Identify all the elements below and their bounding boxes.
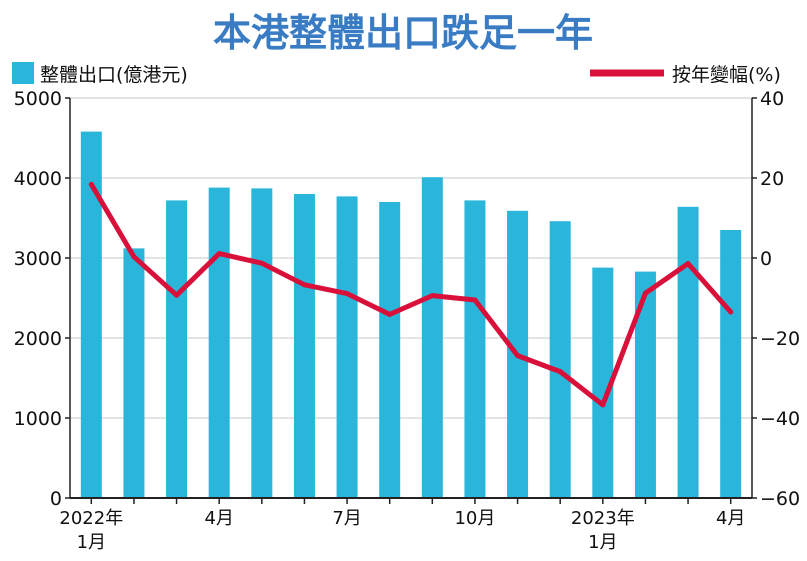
line-point: [131, 254, 137, 260]
bar: [336, 196, 358, 498]
line-point: [387, 311, 393, 317]
x-tick-label: 2023年: [571, 508, 635, 529]
bar: [549, 221, 571, 498]
line-point: [259, 260, 265, 266]
x-axis: 2022年 1月 4月 7月 10月 2023年 1月 4月: [59, 497, 752, 553]
bar: [379, 202, 401, 498]
left-tick-label: 3000: [14, 248, 62, 270]
legend: 整體出口(億港元) 按年變幅(%): [12, 62, 781, 86]
x-tick-label: 4月: [716, 508, 745, 529]
x-tick-label: 2022年: [59, 508, 123, 529]
left-y-axis: 0 1000 2000 3000 4000 5000: [14, 88, 71, 510]
line-point: [344, 291, 350, 297]
line-point: [515, 353, 521, 359]
left-tick-label: 2000: [14, 328, 62, 350]
right-y-axis: −60 −40 −20 0 20 40: [751, 88, 800, 510]
line-point: [301, 282, 307, 288]
line-point: [642, 290, 648, 296]
line-point: [600, 402, 606, 408]
bar: [208, 187, 230, 498]
bar: [592, 267, 614, 498]
line-point: [557, 369, 563, 375]
line-point: [88, 181, 94, 187]
bar: [80, 131, 102, 498]
right-tick-label: 20: [760, 168, 784, 190]
line-point: [685, 261, 691, 267]
line-point: [216, 251, 222, 257]
yoy-change-line: [88, 181, 734, 408]
legend-line-label: 按年變幅(%): [672, 64, 781, 86]
x-tick-label-line2: 1月: [77, 532, 106, 553]
right-tick-label: 0: [760, 248, 772, 270]
bar: [123, 248, 145, 498]
right-tick-label: 40: [760, 88, 784, 110]
bar: [166, 200, 188, 498]
right-tick-label: −20: [760, 328, 800, 350]
left-tick-label: 4000: [14, 168, 62, 190]
left-tick-label: 0: [50, 488, 62, 510]
bar: [464, 200, 486, 498]
legend-bar-swatch: [12, 62, 34, 84]
bar: [634, 271, 656, 498]
x-tick-label: 10月: [454, 508, 495, 529]
chart-title: 本港整體出口跌足一年: [213, 10, 593, 55]
line-point: [728, 309, 734, 315]
line-point: [174, 292, 180, 298]
x-tick-label: 7月: [332, 508, 361, 529]
legend-bar-label: 整體出口(億港元): [40, 64, 188, 86]
line-point: [429, 293, 435, 299]
line-point: [472, 297, 478, 303]
left-tick-label: 5000: [14, 88, 62, 110]
line-series: [88, 181, 734, 408]
bar: [720, 230, 742, 498]
bar: [421, 177, 443, 498]
x-tick-label: 4月: [204, 508, 233, 529]
bar: [251, 188, 273, 498]
right-tick-label: −60: [760, 488, 800, 510]
bar: [293, 194, 315, 498]
x-tick-label-line2: 1月: [588, 532, 617, 553]
bar: [677, 206, 699, 499]
bars: [80, 131, 742, 499]
right-tick-label: −40: [760, 408, 800, 430]
left-tick-label: 1000: [14, 408, 62, 430]
